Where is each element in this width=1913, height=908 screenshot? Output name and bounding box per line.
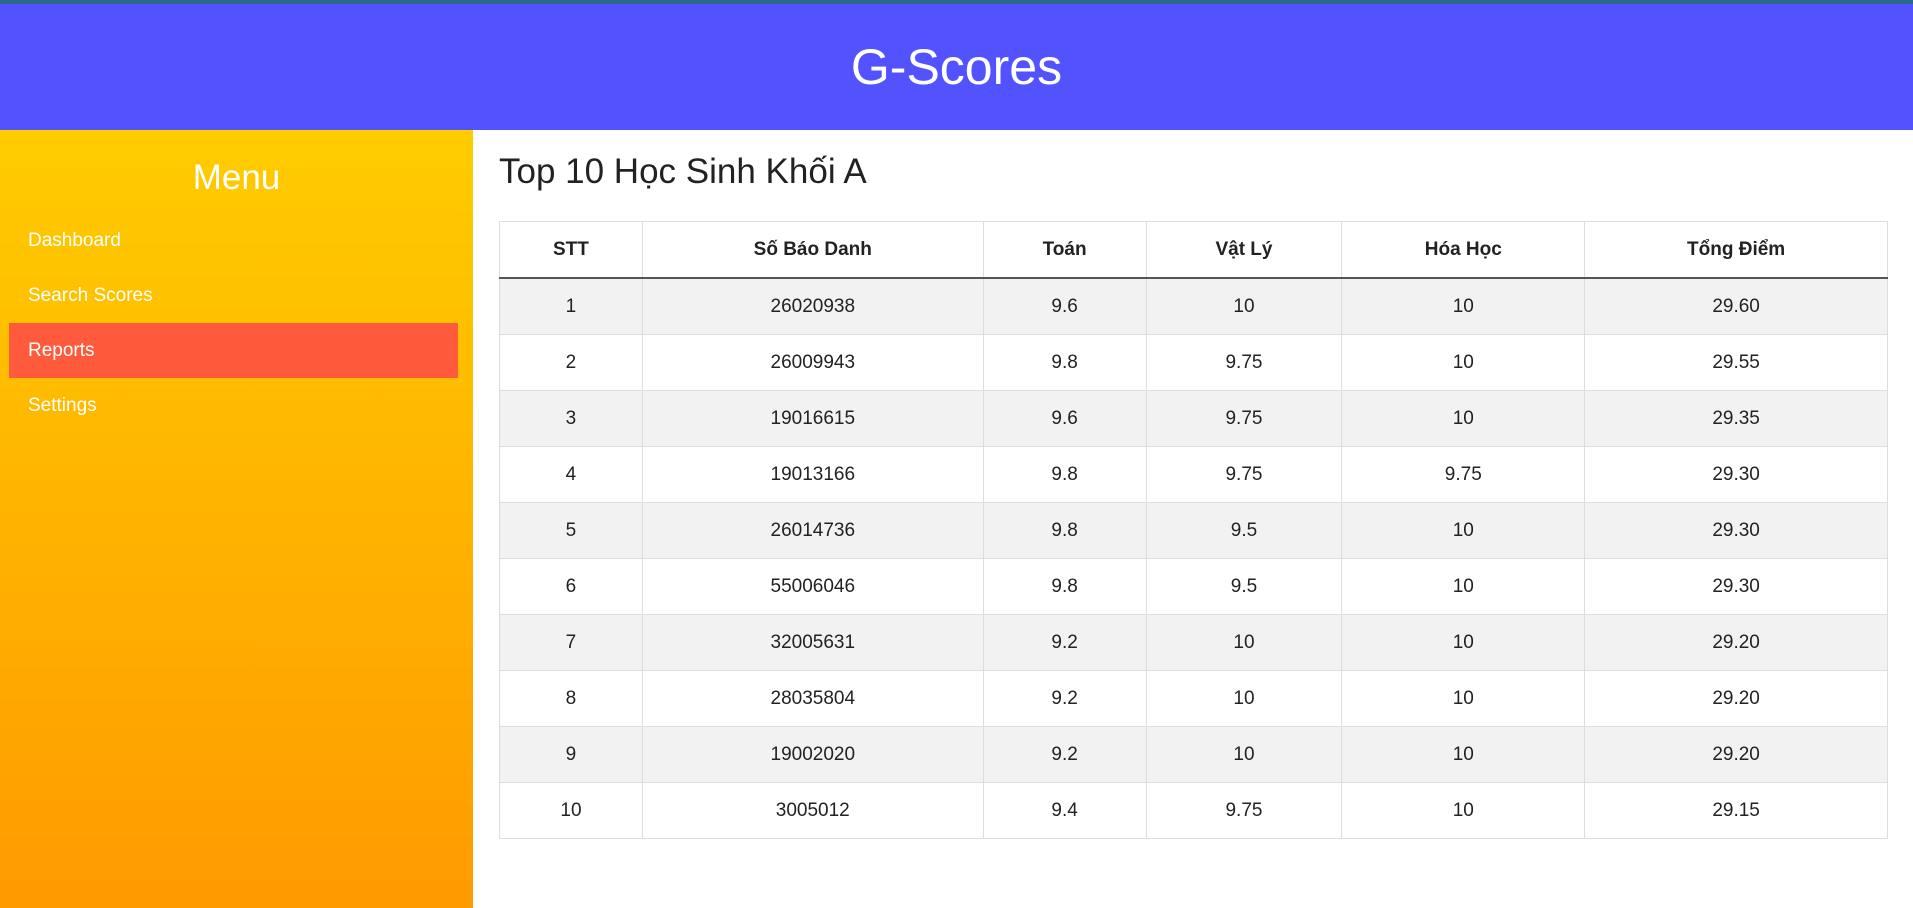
cell-stt: 9 <box>499 726 643 783</box>
sidebar-item-settings[interactable]: Settings <box>28 395 97 416</box>
table-row: 10 3005012 9.4 9.75 10 29.15 <box>499 782 1888 839</box>
cell-so-bao-danh: 28035804 <box>641 670 984 727</box>
cell-vat-ly: 10 <box>1145 277 1343 335</box>
cell-tong-diem: 29.55 <box>1584 334 1888 391</box>
cell-vat-ly: 10 <box>1145 726 1343 783</box>
cell-hoa-hoc: 10 <box>1341 558 1586 615</box>
layout: Menu Dashboard Search Scores Reports Set… <box>0 130 1913 908</box>
cell-tong-diem: 29.30 <box>1584 558 1888 615</box>
cell-vat-ly: 9.5 <box>1145 558 1343 615</box>
table-row: 7 32005631 9.2 10 10 29.20 <box>499 614 1888 671</box>
cell-tong-diem: 29.60 <box>1584 277 1888 335</box>
cell-so-bao-danh: 19002020 <box>641 726 984 783</box>
cell-toan: 9.8 <box>982 334 1147 391</box>
sidebar-title: Menu <box>192 158 281 197</box>
column-header-tong-diem: Tổng Điểm <box>1584 221 1888 279</box>
cell-hoa-hoc: 10 <box>1341 334 1586 391</box>
cell-hoa-hoc: 10 <box>1341 502 1586 559</box>
cell-so-bao-danh: 55006046 <box>641 558 984 615</box>
cell-toan: 9.6 <box>982 390 1147 447</box>
cell-tong-diem: 29.30 <box>1584 446 1888 503</box>
sidebar-menu: Dashboard Search Scores Reports Settings <box>0 213 473 433</box>
cell-toan: 9.4 <box>982 782 1147 839</box>
table-body: 1 26020938 9.6 10 10 29.60 2 26009943 9.8 9.75 10 2… <box>499 277 1888 839</box>
column-header-vat-ly: Vật Lý <box>1145 221 1343 279</box>
cell-stt: 2 <box>499 334 643 391</box>
column-header-stt: STT <box>499 221 643 279</box>
cell-hoa-hoc: 10 <box>1341 614 1586 671</box>
cell-hoa-hoc: 10 <box>1341 782 1586 839</box>
cell-toan: 9.8 <box>982 502 1147 559</box>
sidebar-item-search-scores[interactable]: Search Scores <box>28 285 153 306</box>
table-row: 2 26009943 9.8 9.75 10 29.55 <box>499 334 1888 391</box>
cell-so-bao-danh: 19016615 <box>641 390 984 447</box>
table-row: 8 28035804 9.2 10 10 29.20 <box>499 670 1888 727</box>
cell-hoa-hoc: 10 <box>1341 390 1586 447</box>
cell-hoa-hoc: 10 <box>1341 277 1586 335</box>
cell-so-bao-danh: 26009943 <box>641 334 984 391</box>
column-header-hoa-hoc: Hóa Học <box>1341 221 1586 279</box>
cell-stt: 3 <box>499 390 643 447</box>
table-row: 1 26020938 9.6 10 10 29.60 <box>499 277 1888 335</box>
cell-tong-diem: 29.20 <box>1584 670 1888 727</box>
cell-hoa-hoc: 10 <box>1341 726 1586 783</box>
cell-hoa-hoc: 10 <box>1341 670 1586 727</box>
page-title: Top 10 Học Sinh Khối A <box>499 152 867 191</box>
cell-vat-ly: 9.5 <box>1145 502 1343 559</box>
app-title: G-Scores <box>850 39 1063 95</box>
cell-vat-ly: 10 <box>1145 670 1343 727</box>
cell-stt: 5 <box>499 502 643 559</box>
cell-stt: 8 <box>499 670 643 727</box>
table-row: 5 26014736 9.8 9.5 10 29.30 <box>499 502 1888 559</box>
cell-vat-ly: 9.75 <box>1145 390 1343 447</box>
cell-so-bao-danh: 3005012 <box>641 782 984 839</box>
cell-toan: 9.2 <box>982 670 1147 727</box>
cell-toan: 9.2 <box>982 614 1147 671</box>
cell-so-bao-danh: 26020938 <box>641 277 984 335</box>
cell-stt: 10 <box>499 782 643 839</box>
table-row: 4 19013166 9.8 9.75 9.75 29.30 <box>499 446 1888 503</box>
cell-stt: 6 <box>499 558 643 615</box>
cell-so-bao-danh: 26014736 <box>641 502 984 559</box>
cell-stt: 1 <box>499 277 643 335</box>
cell-vat-ly: 9.75 <box>1145 446 1343 503</box>
cell-tong-diem: 29.20 <box>1584 726 1888 783</box>
cell-vat-ly: 9.75 <box>1145 782 1343 839</box>
table-row: 9 19002020 9.2 10 10 29.20 <box>499 726 1888 783</box>
top-accent-line <box>0 0 1913 4</box>
top-students-table: STT Số Báo Danh Toán Vật Lý Hóa Học Tổng… <box>499 221 1888 839</box>
sidebar: Menu Dashboard Search Scores Reports Set… <box>0 130 473 908</box>
main-content: Top 10 Học Sinh Khối A STT Số Báo Danh T… <box>473 130 1913 908</box>
cell-toan: 9.2 <box>982 726 1147 783</box>
cell-toan: 9.8 <box>982 446 1147 503</box>
table-header-row: STT Số Báo Danh Toán Vật Lý Hóa Học Tổng… <box>499 221 1888 279</box>
cell-tong-diem: 29.20 <box>1584 614 1888 671</box>
cell-so-bao-danh: 32005631 <box>641 614 984 671</box>
cell-tong-diem: 29.35 <box>1584 390 1888 447</box>
cell-hoa-hoc: 9.75 <box>1341 446 1586 503</box>
sidebar-item-reports[interactable]: Reports <box>9 323 458 378</box>
cell-stt: 4 <box>499 446 643 503</box>
cell-stt: 7 <box>499 614 643 671</box>
column-header-so-bao-danh: Số Báo Danh <box>641 221 984 279</box>
sidebar-item-dashboard[interactable]: Dashboard <box>28 230 121 251</box>
cell-tong-diem: 29.15 <box>1584 782 1888 839</box>
cell-toan: 9.8 <box>982 558 1147 615</box>
cell-toan: 9.6 <box>982 277 1147 335</box>
cell-vat-ly: 9.75 <box>1145 334 1343 391</box>
cell-tong-diem: 29.30 <box>1584 502 1888 559</box>
table-row: 3 19016615 9.6 9.75 10 29.35 <box>499 390 1888 447</box>
column-header-toan: Toán <box>982 221 1147 279</box>
cell-vat-ly: 10 <box>1145 614 1343 671</box>
app-header: G-Scores <box>0 4 1913 130</box>
cell-so-bao-danh: 19013166 <box>641 446 984 503</box>
table-row: 6 55006046 9.8 9.5 10 29.30 <box>499 558 1888 615</box>
